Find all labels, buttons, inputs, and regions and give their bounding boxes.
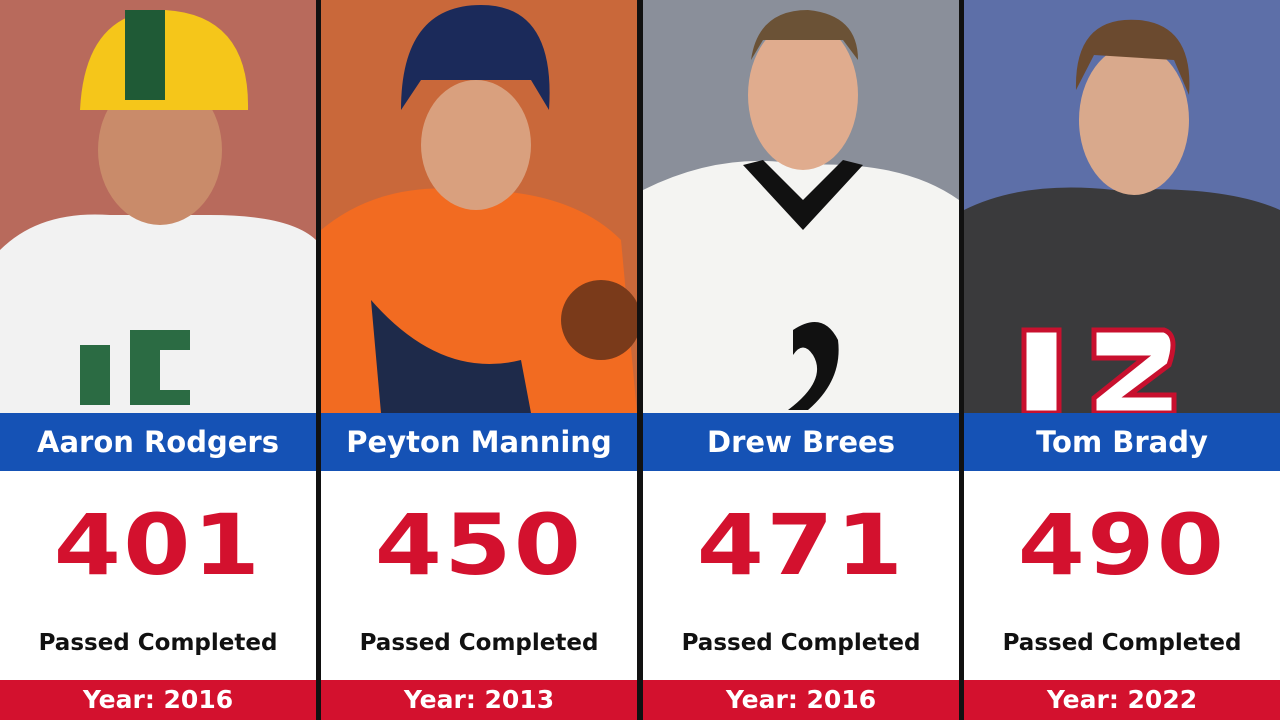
- player-name: Aaron Rodgers: [0, 413, 316, 471]
- stat-label: Passed Completed: [681, 630, 921, 656]
- player-card: Drew Brees 471 Passed Completed Year: 20…: [643, 0, 959, 720]
- stat-value: 450: [374, 496, 584, 594]
- player-photo: [321, 0, 637, 413]
- player-name: Drew Brees: [643, 413, 959, 471]
- player-photo: [643, 0, 959, 413]
- player-card: Peyton Manning 450 Passed Completed Year…: [321, 0, 637, 720]
- stat-year: Year: 2016: [643, 680, 959, 720]
- player-photo: [964, 0, 1280, 413]
- stat-year: Year: 2022: [964, 680, 1280, 720]
- stat-label: Passed Completed: [359, 630, 599, 656]
- player-name: Peyton Manning: [321, 413, 637, 471]
- stat-label: Passed Completed: [38, 630, 278, 656]
- stat-value: 401: [53, 496, 263, 594]
- player-card: Tom Brady 490 Passed Completed Year: 202…: [964, 0, 1280, 720]
- player-photo: [0, 0, 316, 413]
- stat-value: 471: [696, 496, 906, 594]
- stat-label: Passed Completed: [1002, 630, 1242, 656]
- stat-year: Year: 2013: [321, 680, 637, 720]
- stat-value: 490: [1017, 496, 1227, 594]
- stat-year: Year: 2016: [0, 680, 316, 720]
- player-name: Tom Brady: [964, 413, 1280, 471]
- player-card: Aaron Rodgers 401 Passed Completed Year:…: [0, 0, 316, 720]
